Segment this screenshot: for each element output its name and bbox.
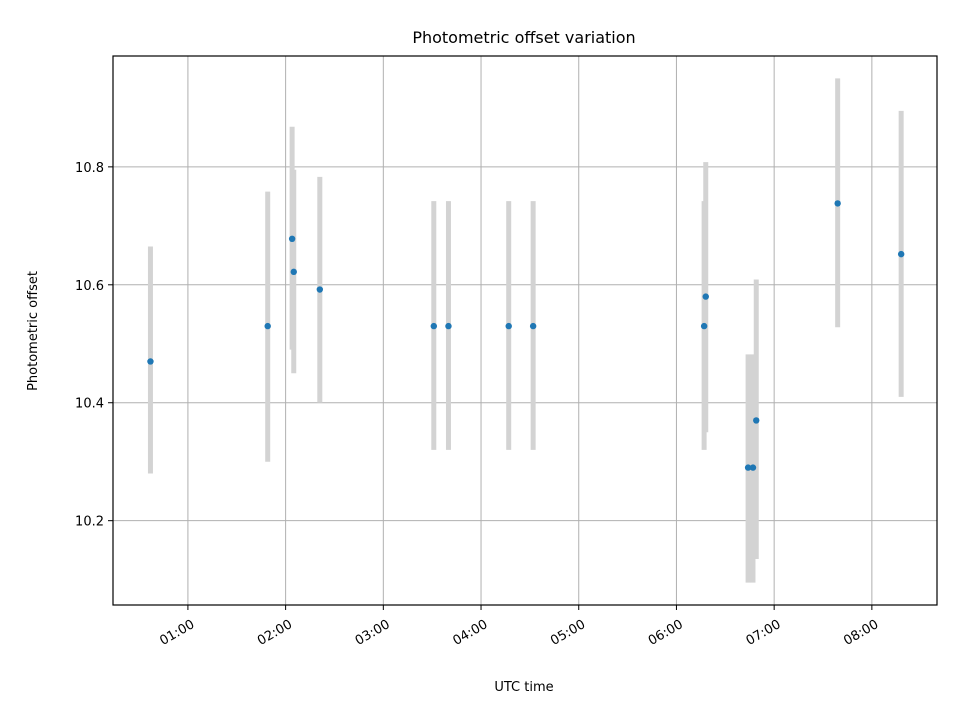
x-tick-label: 08:00	[841, 617, 881, 649]
data-point	[264, 322, 271, 330]
data-point	[430, 322, 438, 330]
y-axis-label: Photometric offset	[26, 271, 41, 391]
error-bars	[147, 78, 904, 583]
x-tick-label: 04:00	[450, 617, 490, 649]
data-point	[702, 293, 709, 300]
data-point	[290, 268, 297, 276]
chart-title: Photometric offset variation	[412, 28, 635, 47]
data-point	[288, 235, 296, 243]
y-tick-label: 10.8	[75, 161, 104, 176]
x-tick-label: 05:00	[548, 617, 588, 649]
x-tick-label: 01:00	[157, 617, 197, 649]
data-point	[505, 322, 512, 330]
data-point	[445, 322, 452, 330]
data-point	[316, 286, 324, 293]
x-tick-label: 07:00	[744, 617, 784, 649]
x-tick-label: 03:00	[353, 617, 393, 649]
x-axis-ticks: 01:00 02:00 03:00 04:00 05:00 06:00 07:00 08:00	[157, 605, 881, 649]
y-tick-label: 10.6	[75, 279, 104, 294]
data-points	[147, 200, 905, 471]
data-point	[753, 417, 760, 424]
data-point	[744, 464, 752, 471]
x-tick-label: 06:00	[646, 617, 686, 649]
y-tick-label: 10.4	[75, 397, 104, 412]
plot-frame	[112, 55, 938, 606]
y-axis-ticks: 10.2 10.4 10.6 10.8	[75, 161, 113, 530]
data-point	[834, 200, 841, 207]
x-axis-label: UTC time	[494, 680, 553, 695]
x-tick-label: 02:00	[255, 617, 295, 649]
data-point	[700, 322, 708, 330]
data-point	[897, 250, 905, 258]
data-point	[147, 358, 154, 365]
data-point	[749, 464, 757, 471]
data-point	[529, 322, 537, 330]
grid	[113, 56, 937, 605]
y-tick-label: 10.2	[75, 515, 104, 530]
